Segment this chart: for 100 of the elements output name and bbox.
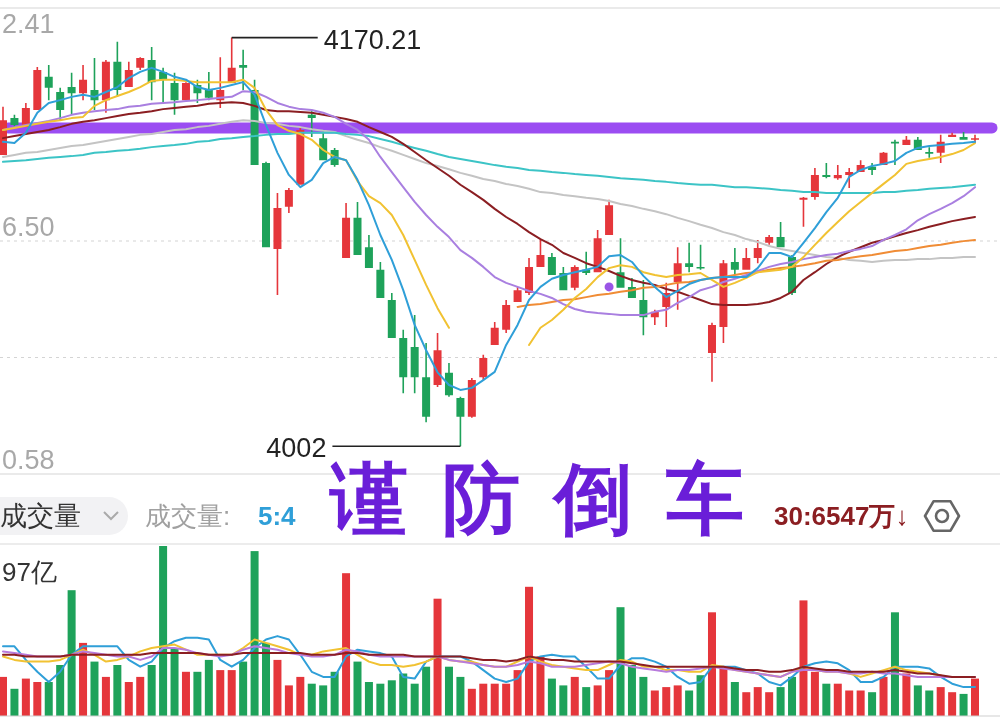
bar bbox=[913, 685, 922, 716]
bar bbox=[44, 682, 53, 716]
candlestick bbox=[742, 248, 751, 270]
bar bbox=[250, 551, 259, 716]
bar bbox=[902, 673, 911, 716]
bar bbox=[273, 659, 282, 716]
bar bbox=[342, 573, 351, 716]
bar bbox=[890, 612, 899, 716]
bar bbox=[181, 671, 190, 716]
bar bbox=[513, 670, 522, 716]
bar bbox=[582, 687, 591, 716]
bar bbox=[948, 692, 957, 716]
bar bbox=[776, 687, 785, 716]
bar bbox=[959, 693, 968, 716]
bar bbox=[227, 670, 236, 716]
bar bbox=[422, 666, 431, 716]
bar bbox=[387, 680, 396, 716]
annotation: 4170.21 bbox=[323, 24, 422, 55]
candlestick bbox=[239, 49, 248, 90]
bar bbox=[21, 678, 30, 716]
bar bbox=[742, 692, 751, 716]
bar bbox=[193, 671, 202, 716]
bar bbox=[101, 676, 110, 716]
bar bbox=[136, 676, 145, 716]
bar bbox=[456, 676, 465, 716]
bar bbox=[799, 600, 808, 716]
bar bbox=[433, 598, 442, 716]
annotation: 0.58 bbox=[2, 445, 55, 475]
bar bbox=[239, 661, 248, 716]
candlestick bbox=[925, 147, 934, 158]
bar bbox=[159, 546, 168, 716]
bar bbox=[56, 665, 65, 716]
bar bbox=[490, 683, 499, 716]
bar bbox=[67, 590, 76, 716]
legend-title: 成交量: bbox=[145, 501, 231, 531]
bar bbox=[925, 690, 934, 716]
annotation: 2.41 bbox=[2, 9, 55, 40]
bar bbox=[296, 676, 305, 716]
bar bbox=[879, 676, 888, 716]
bar bbox=[673, 685, 682, 716]
bar bbox=[616, 607, 625, 716]
bar bbox=[262, 642, 271, 716]
bar bbox=[319, 685, 328, 716]
bar bbox=[719, 666, 728, 716]
candlestick bbox=[833, 165, 842, 180]
annotation: 6.50 bbox=[2, 212, 55, 242]
candlestick bbox=[685, 242, 694, 273]
bar bbox=[605, 670, 614, 716]
bar bbox=[593, 685, 602, 716]
bar bbox=[570, 676, 579, 716]
text: 5:4 bbox=[258, 501, 297, 531]
bar bbox=[330, 671, 339, 716]
bar bbox=[639, 676, 648, 716]
annotation: 97亿 bbox=[2, 557, 57, 587]
bar bbox=[765, 692, 774, 716]
bar bbox=[525, 586, 534, 716]
bar bbox=[204, 659, 213, 716]
bar bbox=[0, 676, 7, 716]
bar bbox=[730, 682, 739, 716]
candlestick bbox=[44, 64, 53, 101]
bar bbox=[410, 683, 419, 716]
bar bbox=[376, 683, 385, 716]
bar bbox=[147, 665, 156, 716]
bar bbox=[216, 670, 225, 716]
bar bbox=[364, 682, 373, 716]
bar bbox=[547, 678, 556, 716]
bar bbox=[650, 690, 659, 716]
bar bbox=[502, 683, 511, 716]
bar bbox=[696, 675, 705, 716]
candlestick bbox=[890, 139, 899, 166]
bar bbox=[707, 612, 716, 716]
bar bbox=[868, 692, 877, 716]
bar bbox=[90, 661, 99, 716]
bar bbox=[753, 687, 762, 716]
bar bbox=[10, 688, 19, 716]
bar bbox=[170, 648, 179, 716]
bar bbox=[662, 687, 671, 716]
candlestick bbox=[730, 248, 739, 276]
bar bbox=[33, 682, 42, 716]
bar bbox=[479, 683, 488, 716]
bar bbox=[833, 683, 842, 716]
bar bbox=[788, 676, 797, 716]
text: 30:6547万↓ bbox=[774, 501, 909, 531]
bar bbox=[810, 671, 819, 716]
bar bbox=[845, 690, 854, 716]
bar bbox=[399, 673, 408, 716]
bar bbox=[936, 687, 945, 716]
bar bbox=[822, 683, 831, 716]
bar bbox=[444, 666, 453, 716]
bar bbox=[856, 690, 865, 716]
candlestick bbox=[765, 235, 774, 245]
bar bbox=[971, 678, 979, 716]
bar bbox=[685, 690, 694, 716]
bar bbox=[559, 685, 568, 716]
bar bbox=[467, 688, 476, 716]
bar bbox=[113, 665, 122, 716]
chart-title: 成交量 bbox=[0, 501, 81, 531]
bar bbox=[353, 661, 362, 716]
bar bbox=[307, 683, 316, 716]
bar bbox=[627, 665, 636, 716]
